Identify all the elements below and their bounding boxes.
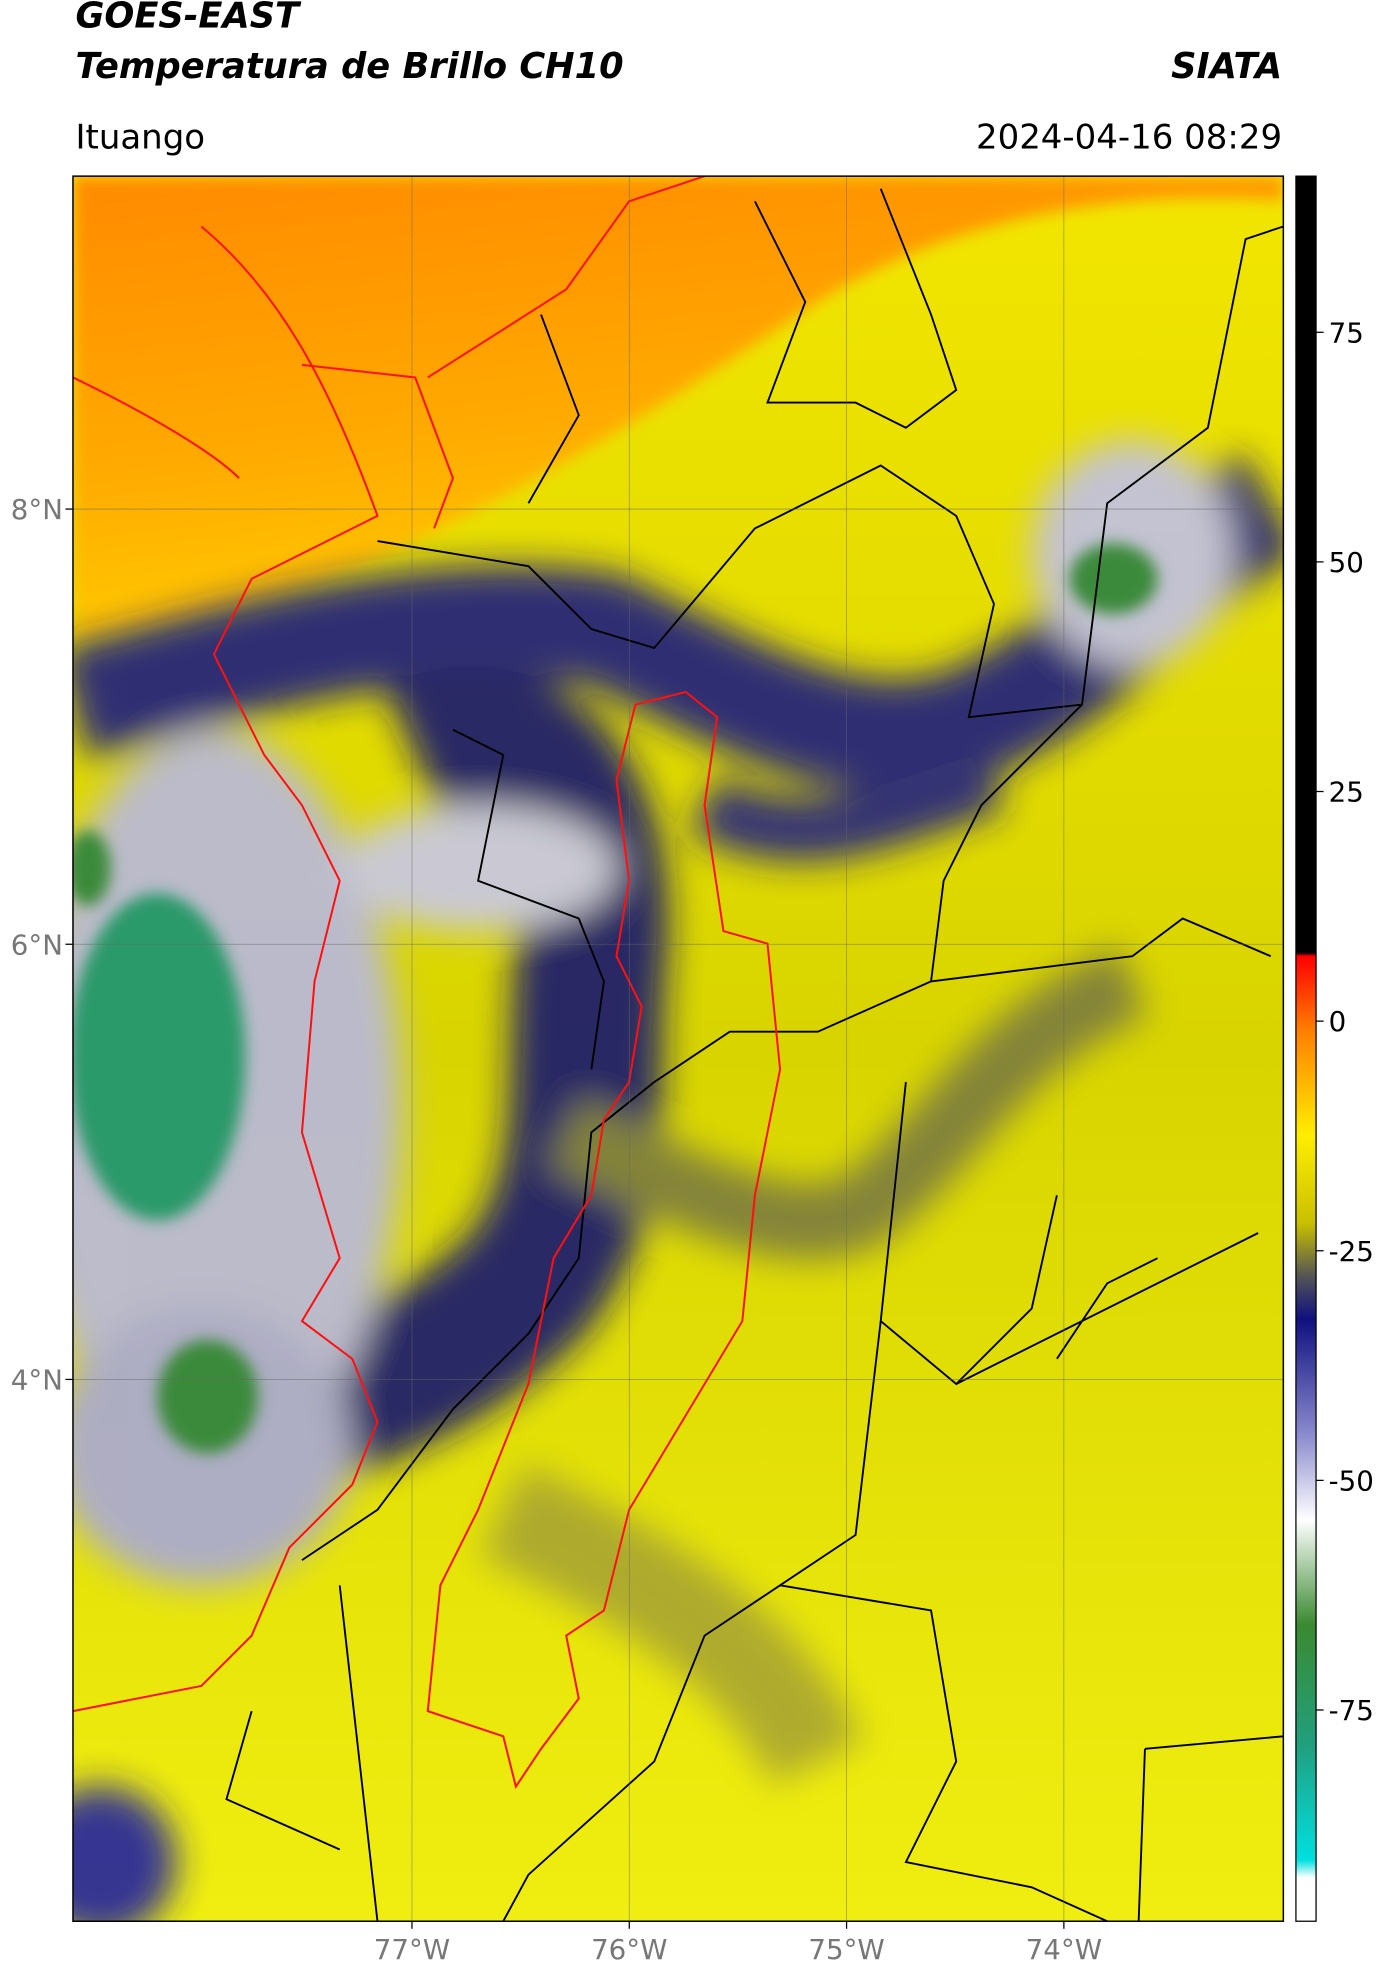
colorbar-tick-label: -50 bbox=[1329, 1464, 1374, 1497]
colorbar-tick-label: 75 bbox=[1329, 316, 1364, 349]
admin-borders bbox=[225, 188, 1284, 1922]
lon-tick-label: 74°W bbox=[1026, 1933, 1102, 1966]
satellite-image bbox=[72, 176, 1284, 1922]
lon-tick-label: 76°W bbox=[591, 1933, 667, 1966]
map-grid: 77°W 76°W 75°W 74°W 8°N 6°N 4°N bbox=[11, 176, 1284, 1966]
colorbar bbox=[1295, 175, 1317, 1922]
title: GOES-EAST bbox=[75, 0, 302, 37]
colorbar-tick-label: 25 bbox=[1329, 776, 1364, 809]
location: Ituango bbox=[75, 117, 205, 157]
brand: SIATA bbox=[1171, 46, 1282, 87]
colorbar-tick-label: -75 bbox=[1329, 1694, 1374, 1727]
colorbar-tick-label: -25 bbox=[1329, 1235, 1374, 1268]
lat-tick-label: 6°N bbox=[11, 928, 63, 961]
lon-tick-label: 75°W bbox=[808, 1933, 884, 1966]
red-boundaries bbox=[72, 176, 782, 1790]
lon-tick-label: 77°W bbox=[374, 1933, 450, 1966]
subtitle: Temperatura de Brillo CH10 bbox=[75, 46, 623, 87]
colorbar-tick-label: 50 bbox=[1329, 546, 1364, 579]
lat-tick-label: 8°N bbox=[11, 493, 63, 526]
map-frame bbox=[72, 175, 1285, 1922]
colorbar-ticks: 75 50 25 0 -25 -50 -75 bbox=[1316, 316, 1374, 1727]
datetime: 2024-04-16 08:29 bbox=[976, 117, 1282, 157]
lat-tick-label: 4°N bbox=[11, 1363, 63, 1396]
colorbar-tick-label: 0 bbox=[1329, 1005, 1347, 1038]
